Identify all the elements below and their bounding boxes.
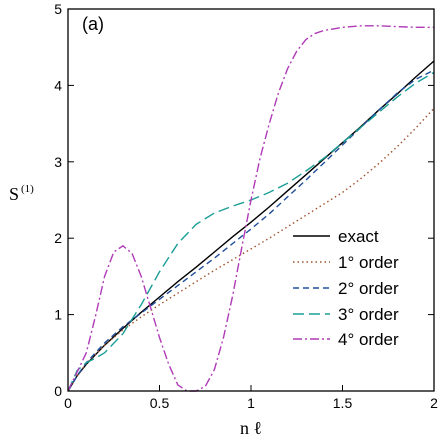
- x-tick-label: 0.5: [150, 395, 170, 411]
- x-tick-label: 0: [64, 395, 72, 411]
- x-tick-label: 2: [430, 395, 438, 411]
- legend: exact 1° order 2° order 3° order 4° orde…: [293, 227, 399, 349]
- y-tick-label: 0: [54, 383, 62, 399]
- series-line-4: [67, 25, 434, 392]
- panel-label: (a): [82, 14, 104, 34]
- legend-label-2nd-order: 2° order: [338, 279, 399, 298]
- legend-label-exact: exact: [338, 227, 379, 246]
- y-tick-label: 5: [54, 1, 62, 17]
- legend-label-4th-order: 4° order: [338, 330, 399, 349]
- legend-label-1st-order: 1° order: [338, 253, 399, 272]
- series-line-2: [67, 69, 435, 392]
- series-line-0: [67, 60, 435, 392]
- series-layer: [67, 25, 435, 392]
- y-tick-label: 2: [54, 230, 62, 246]
- x-axis-title: n ℓ: [240, 418, 262, 438]
- legend-label-3rd-order: 3° order: [338, 305, 399, 324]
- x-tick-label: 1: [247, 395, 255, 411]
- series-line-3: [67, 71, 435, 392]
- y-axis-title-main: S: [9, 184, 19, 204]
- y-axis-title-sup: (1): [21, 183, 34, 195]
- x-tick-label: 1.5: [333, 395, 353, 411]
- tick-layer: 0 0.5 1 1.5 2 0 1 2 3 4 5: [54, 1, 438, 411]
- y-axis-title: S (1): [9, 183, 34, 204]
- y-tick-label: 4: [54, 77, 62, 93]
- y-tick-label: 3: [54, 154, 62, 170]
- y-tick-label: 1: [54, 307, 62, 323]
